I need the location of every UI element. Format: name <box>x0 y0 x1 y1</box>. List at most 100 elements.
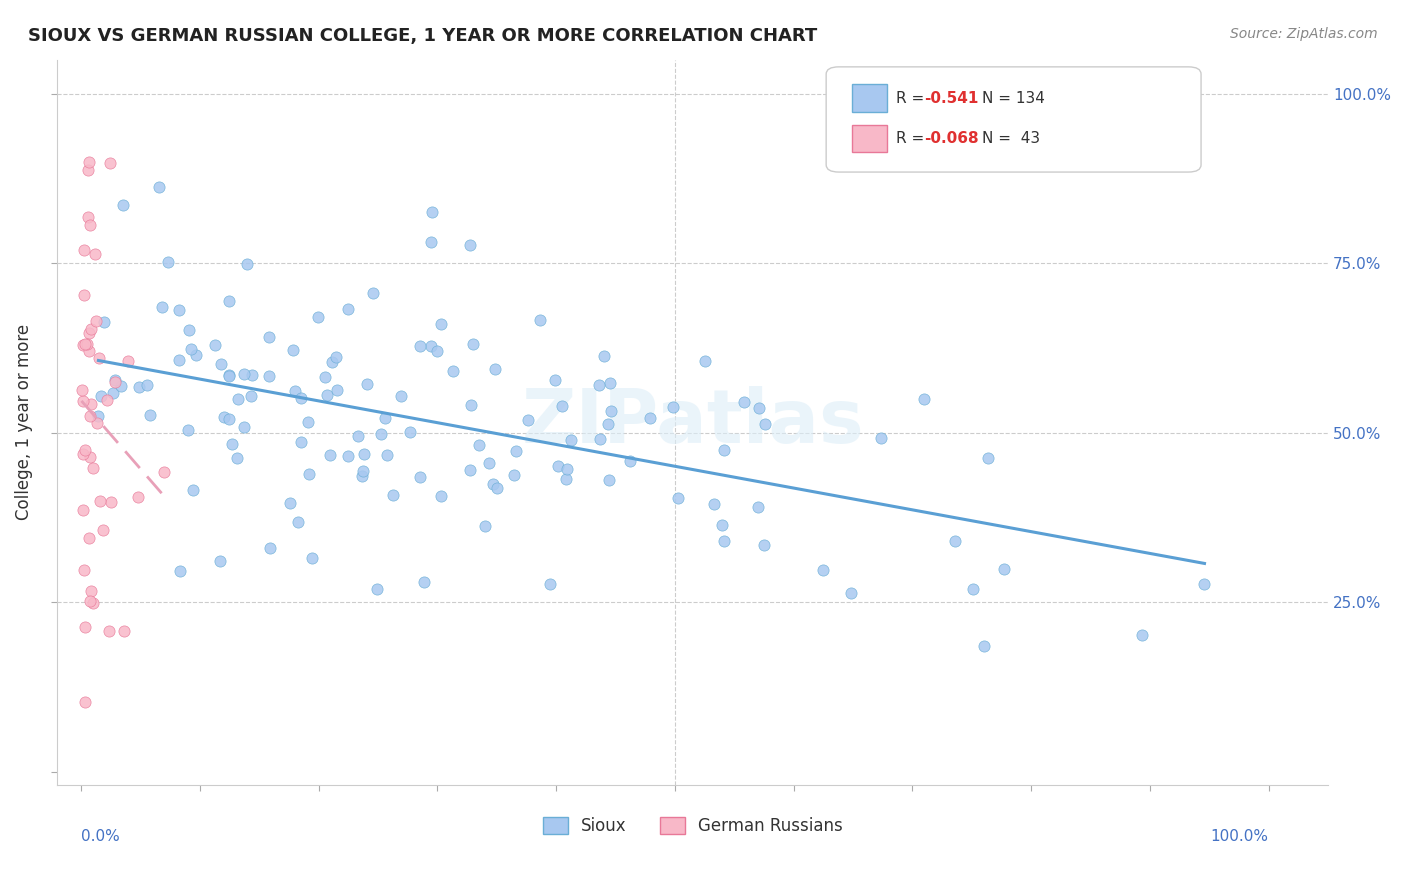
Bar <box>852 84 887 112</box>
Point <box>1130 628 1153 642</box>
Point <box>529 312 551 326</box>
Point <box>73 443 96 458</box>
Point <box>77 531 100 545</box>
Text: N =  43: N = 43 <box>983 131 1040 146</box>
Point <box>638 411 661 425</box>
Point <box>869 431 891 445</box>
Point <box>240 368 263 383</box>
Point <box>112 624 135 639</box>
Point <box>150 301 173 315</box>
Point <box>153 465 176 479</box>
Point <box>281 343 304 357</box>
Point <box>973 639 995 653</box>
Point <box>366 582 388 596</box>
Point <box>502 467 524 482</box>
Point <box>733 395 755 409</box>
Point <box>370 427 392 442</box>
Point <box>962 582 984 596</box>
Point <box>209 357 232 371</box>
Point <box>75 336 97 351</box>
Text: -0.068: -0.068 <box>924 131 979 146</box>
Point <box>754 538 776 552</box>
FancyBboxPatch shape <box>827 67 1201 172</box>
Point <box>212 409 235 424</box>
Point <box>943 533 966 548</box>
Point <box>287 516 309 530</box>
Point <box>79 450 101 464</box>
Point <box>112 197 135 211</box>
Point <box>661 400 683 414</box>
Point <box>478 457 501 471</box>
Point <box>204 337 226 351</box>
Point <box>301 550 323 565</box>
Point <box>91 523 114 537</box>
Point <box>72 447 94 461</box>
Y-axis label: College, 1 year or more: College, 1 year or more <box>15 325 32 520</box>
Point <box>79 409 101 424</box>
Text: Source: ZipAtlas.com: Source: ZipAtlas.com <box>1230 27 1378 41</box>
Point <box>226 450 249 465</box>
Point <box>221 436 243 450</box>
Point <box>80 397 103 411</box>
Point <box>82 596 104 610</box>
Point <box>83 247 105 261</box>
Point <box>180 342 202 356</box>
Point <box>710 517 733 532</box>
Point <box>117 353 139 368</box>
Point <box>426 344 449 359</box>
Text: 100.0%: 100.0% <box>1211 829 1268 844</box>
Point <box>218 412 240 426</box>
Point <box>70 383 93 397</box>
Point <box>104 375 127 389</box>
Point <box>460 238 482 252</box>
Text: R =: R = <box>896 131 929 146</box>
Point <box>347 429 370 443</box>
Point <box>481 476 503 491</box>
Point <box>80 584 103 599</box>
Point <box>314 369 336 384</box>
Point <box>136 377 159 392</box>
Point <box>181 483 204 497</box>
Point <box>75 620 97 634</box>
Legend: Sioux, German Russians: Sioux, German Russians <box>536 811 849 842</box>
Point <box>555 461 578 475</box>
Point <box>325 350 347 364</box>
Point <box>259 541 281 555</box>
Point <box>336 449 359 463</box>
Point <box>290 434 312 449</box>
Point <box>600 404 623 418</box>
Point <box>290 391 312 405</box>
Point <box>382 488 405 502</box>
Point <box>599 376 621 391</box>
Point <box>409 339 432 353</box>
Point <box>127 490 149 504</box>
Text: -0.541: -0.541 <box>924 91 979 105</box>
Point <box>695 354 717 368</box>
Point <box>713 442 735 457</box>
Point <box>551 400 574 414</box>
Point <box>177 423 200 437</box>
Point <box>89 493 111 508</box>
Point <box>356 376 378 391</box>
Point <box>596 417 619 432</box>
Point <box>257 368 280 383</box>
Point <box>239 388 262 402</box>
Point <box>839 586 862 600</box>
Point <box>703 497 725 511</box>
Point <box>398 425 420 439</box>
Point <box>218 293 240 308</box>
Point <box>419 339 441 353</box>
Point <box>73 695 96 709</box>
Point <box>298 467 321 482</box>
Point <box>73 563 96 577</box>
Point <box>352 464 374 478</box>
Text: ZIPatlas: ZIPatlas <box>522 386 865 458</box>
Point <box>544 373 567 387</box>
Point <box>157 254 180 268</box>
Point <box>598 473 620 487</box>
Point <box>467 438 489 452</box>
Point <box>101 386 124 401</box>
Point <box>813 563 835 577</box>
Point <box>374 410 396 425</box>
Text: N = 134: N = 134 <box>983 91 1045 105</box>
